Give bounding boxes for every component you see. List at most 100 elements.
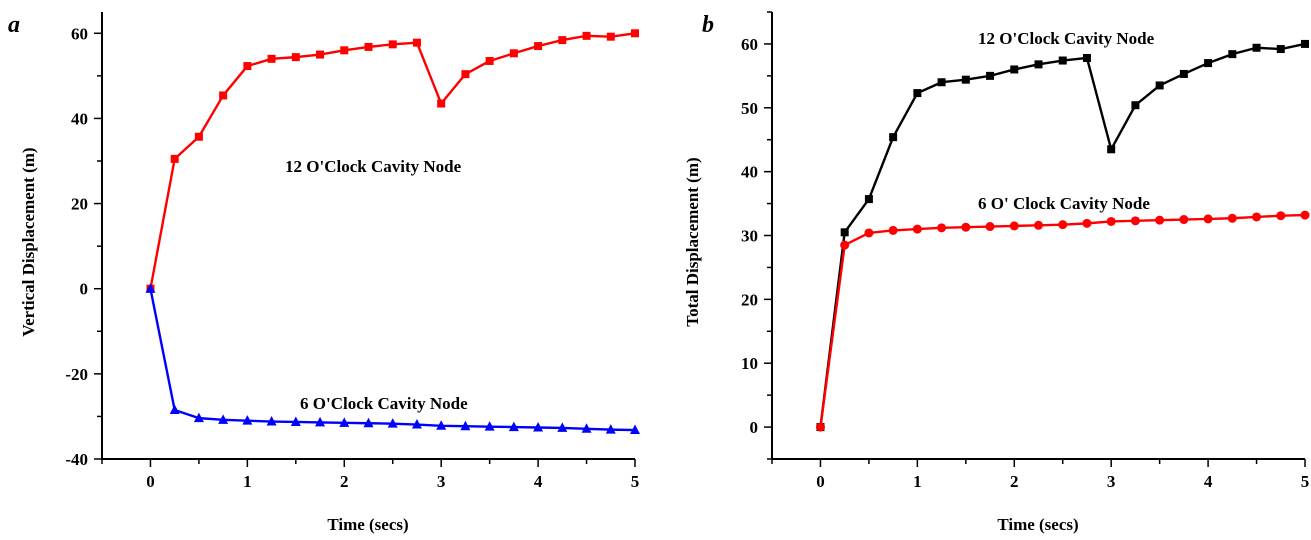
x-tick-label: 1 [913, 472, 922, 491]
y-tick-label: 20 [71, 195, 88, 214]
data-point [436, 420, 447, 430]
data-point [605, 424, 616, 434]
data-point [387, 418, 398, 428]
data-point [242, 415, 253, 425]
data-point [888, 225, 898, 235]
data-point [1058, 56, 1067, 65]
data-point [1106, 216, 1116, 226]
data-point [581, 423, 592, 433]
panel-b: b Time (secs) Total Displacement (m) 12 … [683, 11, 1310, 534]
data-point [194, 132, 203, 141]
data-point [1155, 215, 1165, 225]
data-point [534, 42, 543, 51]
data-point [170, 154, 179, 163]
series-label-12-oclock: 12 O'Clock Cavity Node [978, 29, 1155, 48]
data-point [1179, 69, 1188, 78]
data-point [363, 417, 374, 428]
data-point [533, 421, 544, 432]
data-point [913, 89, 922, 98]
data-point [169, 404, 180, 415]
y-tick-label: 20 [741, 290, 758, 309]
data-point [1010, 65, 1019, 74]
data-point [582, 31, 591, 40]
data-point [1082, 218, 1092, 228]
x-tick-label: 0 [816, 472, 825, 491]
series-1 [145, 283, 640, 435]
data-point [1301, 39, 1309, 48]
data-point [412, 38, 421, 47]
data-point [840, 240, 850, 250]
data-point [1130, 216, 1140, 226]
x-axis-title: Time (secs) [997, 515, 1078, 534]
data-point [937, 78, 946, 87]
x-tick-label: 2 [340, 472, 349, 491]
data-point [315, 416, 326, 427]
y-tick-label: 0 [750, 418, 759, 437]
series-0 [816, 39, 1309, 432]
data-point [316, 50, 325, 59]
series-1 [815, 210, 1310, 432]
panel-label: b [702, 12, 714, 38]
data-point [1228, 50, 1237, 59]
series-line [819, 213, 1306, 428]
data-point [1276, 211, 1286, 221]
data-point [243, 62, 252, 71]
data-point [266, 416, 277, 426]
data-point [1082, 53, 1091, 62]
data-point [291, 53, 300, 62]
data-point [484, 421, 495, 431]
data-point [1204, 59, 1213, 68]
data-point [1034, 60, 1043, 69]
data-point [631, 29, 639, 38]
data-point [986, 71, 995, 80]
y-tick-label: 50 [741, 99, 758, 118]
y-tick-label: 0 [80, 280, 89, 299]
x-tick-label: 2 [1010, 472, 1019, 491]
y-tick-label: 60 [71, 24, 88, 43]
data-point [937, 223, 947, 233]
data-point [961, 75, 970, 84]
panel-label: a [8, 12, 20, 38]
data-point [219, 91, 228, 100]
data-point [461, 70, 470, 79]
data-point [1276, 45, 1285, 54]
data-point [509, 49, 518, 58]
data-point [145, 283, 156, 293]
data-point [1300, 210, 1310, 220]
y-tick-label: 40 [71, 109, 88, 128]
x-tick-label: 3 [437, 472, 446, 491]
y-tick-label: 30 [741, 227, 758, 246]
series-line [819, 42, 1306, 428]
y-tick-label: 10 [741, 354, 758, 373]
x-tick-label: 4 [1204, 472, 1213, 491]
series-label-6-oclock: 6 O' Clock Cavity Node [978, 194, 1150, 213]
y-axis-title: Vertical Displacement (m) [19, 147, 38, 336]
panel-a: a Time (secs) Vertical Displacement (m) … [8, 12, 640, 534]
data-point [912, 224, 922, 234]
data-point [364, 42, 373, 51]
data-point [193, 412, 204, 423]
data-point [1179, 215, 1189, 225]
y-axis-title: Total Displacement (m) [683, 157, 702, 326]
data-point [840, 228, 849, 237]
data-point [1227, 213, 1237, 223]
data-point [606, 32, 615, 41]
data-point [1252, 212, 1262, 222]
data-point [1203, 214, 1213, 224]
data-point [1107, 145, 1116, 154]
y-tick-label: -40 [65, 450, 88, 469]
data-point [485, 56, 494, 65]
y-tick-label: 40 [741, 163, 758, 182]
data-point [267, 54, 276, 63]
data-point [1034, 220, 1043, 230]
data-point [1009, 221, 1019, 231]
series-label-12-oclock: 12 O'Clock Cavity Node [285, 157, 462, 176]
data-point [864, 195, 873, 204]
data-point [1058, 220, 1068, 230]
data-point [411, 419, 422, 429]
data-point [437, 99, 446, 108]
data-point [340, 46, 349, 55]
data-point [815, 422, 825, 432]
data-point [460, 420, 471, 431]
